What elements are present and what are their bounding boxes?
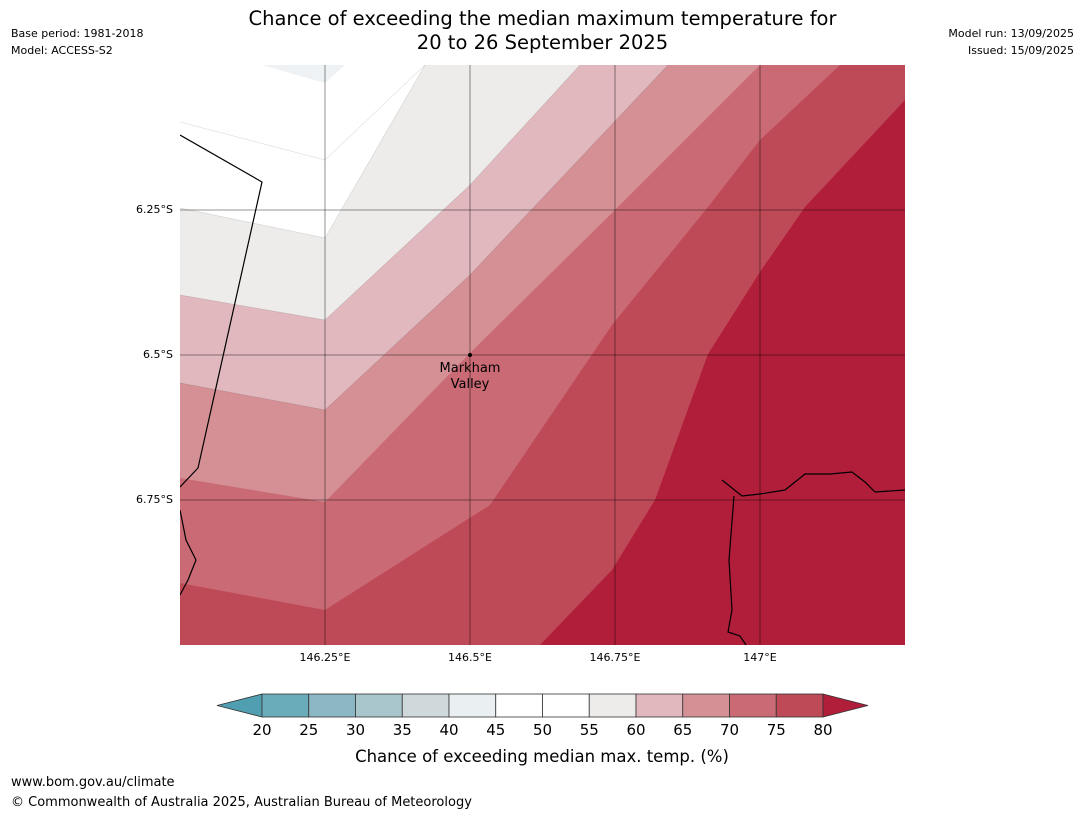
colorbar-tick-20: 20 (252, 721, 271, 739)
title-line-2: 20 to 26 September 2025 (416, 31, 669, 54)
lat-label-6-5: 6.5°S (143, 348, 173, 361)
colorbar-bin-65-70 (682, 693, 730, 718)
graticule (180, 65, 905, 645)
lat-label-6-25: 6.25°S (136, 203, 173, 216)
lon-label-146-5: 146.5°E (448, 651, 492, 664)
chart-title: Chance of exceeding the median maximum t… (0, 7, 1085, 55)
colorbar-bin-20-25 (261, 693, 310, 718)
lon-label-146-25: 146.25°E (300, 651, 351, 664)
model-name: Model: ACCESS-S2 (11, 44, 113, 57)
colorbar-bin-30-35 (355, 693, 403, 718)
colorbar-bin-40-45 (448, 693, 497, 718)
colorbar-bin-45-50 (495, 693, 543, 718)
location-label-line-1: Markham (440, 361, 501, 376)
colorbar-tick-75: 75 (767, 721, 786, 739)
coastline (180, 134, 905, 645)
colorbar-tick-55: 55 (580, 721, 599, 739)
colorbar-bin-25-30 (308, 693, 356, 718)
colorbar-tick-45: 45 (486, 721, 505, 739)
location-label-line-2: Valley (451, 377, 490, 392)
band-45-50 (262, 65, 345, 83)
base-info: Base period: 1981-2018 Model: ACCESS-S2 (11, 25, 143, 59)
title-line-1: Chance of exceeding the median maximum t… (248, 7, 837, 30)
colorbar-tick-65: 65 (673, 721, 692, 739)
colorbar-bin-35-40 (401, 693, 450, 718)
colorbar-tick-35: 35 (393, 721, 412, 739)
colorbar-title: Chance of exceeding median max. temp. (%… (355, 747, 729, 766)
colorbar-bins (261, 693, 824, 718)
lat-label-6-75: 6.75°S (136, 493, 173, 506)
colorbar-tick-50: 50 (533, 721, 552, 739)
model-run: Model run: 13/09/2025 (948, 27, 1074, 40)
run-info: Model run: 13/09/2025 Issued: 15/09/2025 (948, 25, 1074, 59)
footer-copyright: © Commonwealth of Australia 2025, Austra… (11, 795, 472, 810)
issued-date: Issued: 15/09/2025 (967, 44, 1074, 57)
colorbar-bin-75-80 (775, 693, 824, 718)
colorbar-tick-25: 25 (299, 721, 318, 739)
colorbar-tick-60: 60 (626, 721, 645, 739)
lon-label-146-75: 146.75°E (590, 651, 641, 664)
lon-label-147: 147°E (743, 651, 776, 664)
colorbar-above-arrow (822, 693, 869, 718)
colorbar-tick-labels: 20 25 30 35 40 45 50 55 60 65 70 75 80 (252, 721, 832, 739)
base-period: Base period: 1981-2018 (11, 27, 144, 40)
colorbar-bin-70-75 (729, 693, 777, 718)
colorbar-bin-60-65 (635, 693, 684, 718)
map-plot-area: Markham Valley (180, 65, 905, 645)
colorbar-tick-40: 40 (439, 721, 458, 739)
colorbar-tick-30: 30 (346, 721, 365, 739)
colorbar-tick-80: 80 (813, 721, 832, 739)
colorbar-bin-55-60 (588, 693, 637, 718)
band-50-55 (180, 65, 425, 238)
colorbar-bin-50-55 (542, 693, 590, 718)
colorbar-tick-70: 70 (720, 721, 739, 739)
colorbar-below-arrow (216, 693, 263, 718)
colorbar: 20 25 30 35 40 45 50 55 60 65 70 75 80 Chance of exc… (216, 693, 869, 766)
footer-url[interactable]: www.bom.gov.au/climate (11, 775, 175, 790)
location-marker[interactable] (468, 353, 472, 357)
